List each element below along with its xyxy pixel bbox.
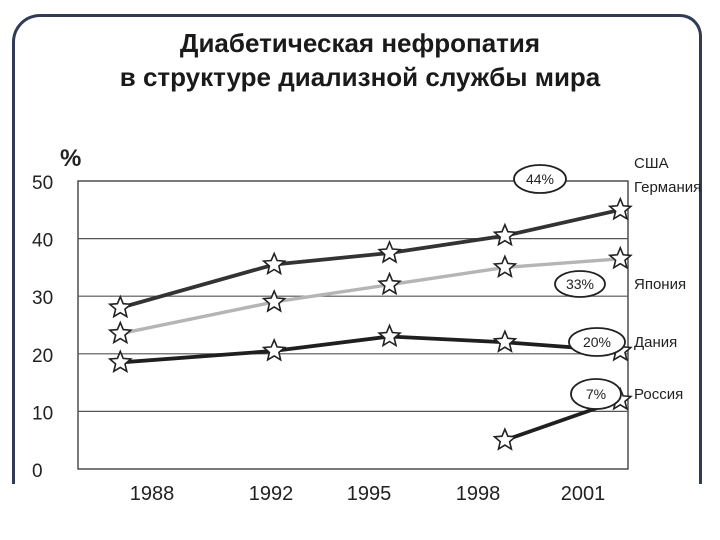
x-tick-label: 1988 <box>130 483 175 505</box>
data-point-star <box>492 254 518 279</box>
data-point-star <box>261 337 287 362</box>
data-point-star <box>492 329 518 353</box>
series-line <box>119 207 621 310</box>
title-line-1: Диабетическая нефропатия <box>179 28 541 58</box>
data-point-star <box>107 320 133 345</box>
y-tick-label: 10 <box>32 403 53 424</box>
series-legend-label: Россия <box>634 386 683 403</box>
data-point-star <box>261 288 287 313</box>
plot-area <box>77 180 629 470</box>
slide-frame <box>12 14 702 484</box>
callout-label: 33% <box>566 276 594 292</box>
callout-ellipse <box>570 378 622 410</box>
x-tick-label: 1992 <box>249 483 294 505</box>
data-point-star <box>261 251 287 276</box>
data-point-star <box>492 427 518 451</box>
series-legend-label: Япония <box>634 276 686 293</box>
y-tick-label: 50 <box>32 173 53 194</box>
y-axis-label: % <box>60 145 81 172</box>
x-tick-label: 2001 <box>561 483 606 505</box>
data-point-star <box>107 349 133 373</box>
x-tick-label: 1998 <box>456 483 501 505</box>
data-point-star <box>377 323 403 348</box>
y-tick-label: 20 <box>32 346 53 367</box>
chart-title: Диабетическая нефропатия в структуре диа… <box>0 26 720 94</box>
callout-ellipse <box>554 270 606 298</box>
y-tick-label: 30 <box>32 288 53 309</box>
callout-label: 7% <box>586 386 606 402</box>
callout-ellipse <box>513 164 567 194</box>
y-tick-label: 0 <box>32 461 43 482</box>
data-point-star <box>377 271 403 296</box>
series-line <box>120 334 621 365</box>
data-point-star <box>607 196 633 221</box>
data-point-star <box>607 245 633 270</box>
data-point-star <box>107 294 133 319</box>
x-tick-label: 1995 <box>347 483 392 505</box>
y-tick-label: 40 <box>32 231 53 252</box>
callout-label: 44% <box>526 171 554 187</box>
series-legend-label: Дания <box>634 334 677 351</box>
callout-label: 20% <box>583 334 611 350</box>
series-legend-label: Германия <box>634 179 701 196</box>
callout-ellipse <box>568 327 626 357</box>
title-line-2: в структуре диализной службы мира <box>119 62 601 92</box>
data-point-star <box>377 239 403 264</box>
data-point-star <box>492 222 518 247</box>
series-legend-label: США <box>634 155 669 172</box>
